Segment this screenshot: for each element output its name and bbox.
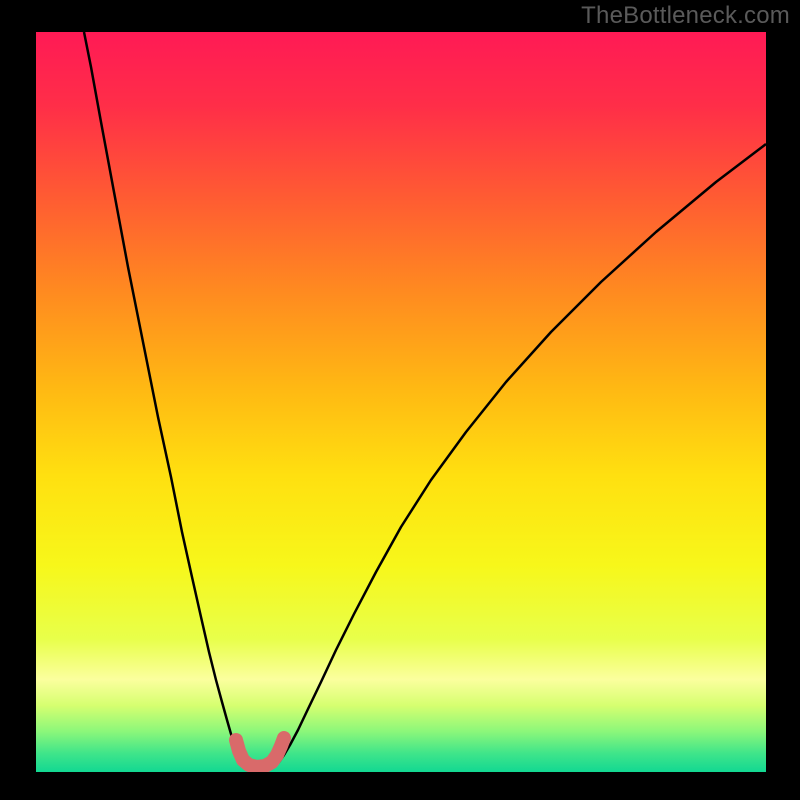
plot-area bbox=[36, 32, 766, 772]
watermark-text: TheBottleneck.com bbox=[581, 2, 790, 30]
canvas-root: TheBottleneck.com bbox=[0, 0, 800, 800]
minimum-highlight bbox=[236, 738, 284, 767]
bottleneck-curve bbox=[84, 32, 766, 771]
curve-overlay bbox=[36, 32, 766, 772]
